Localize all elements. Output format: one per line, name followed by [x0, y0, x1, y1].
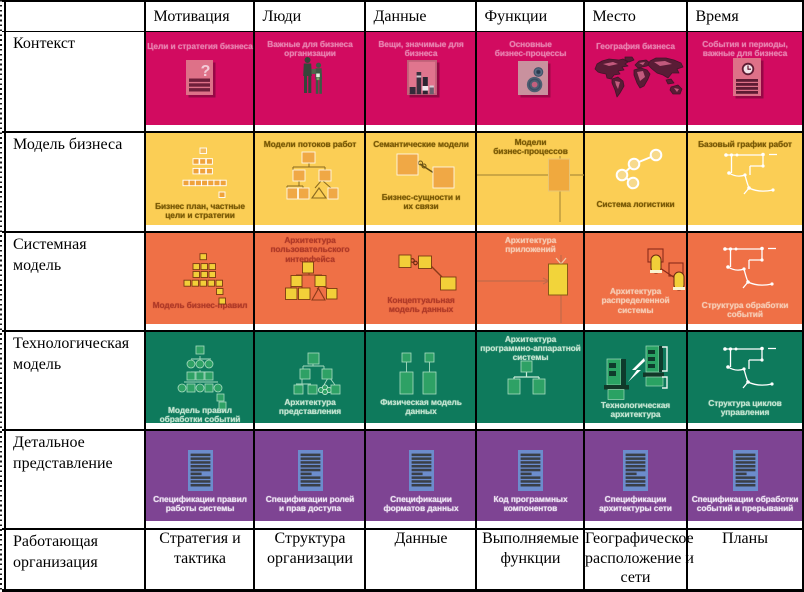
svg-text:?: ? [201, 63, 211, 80]
